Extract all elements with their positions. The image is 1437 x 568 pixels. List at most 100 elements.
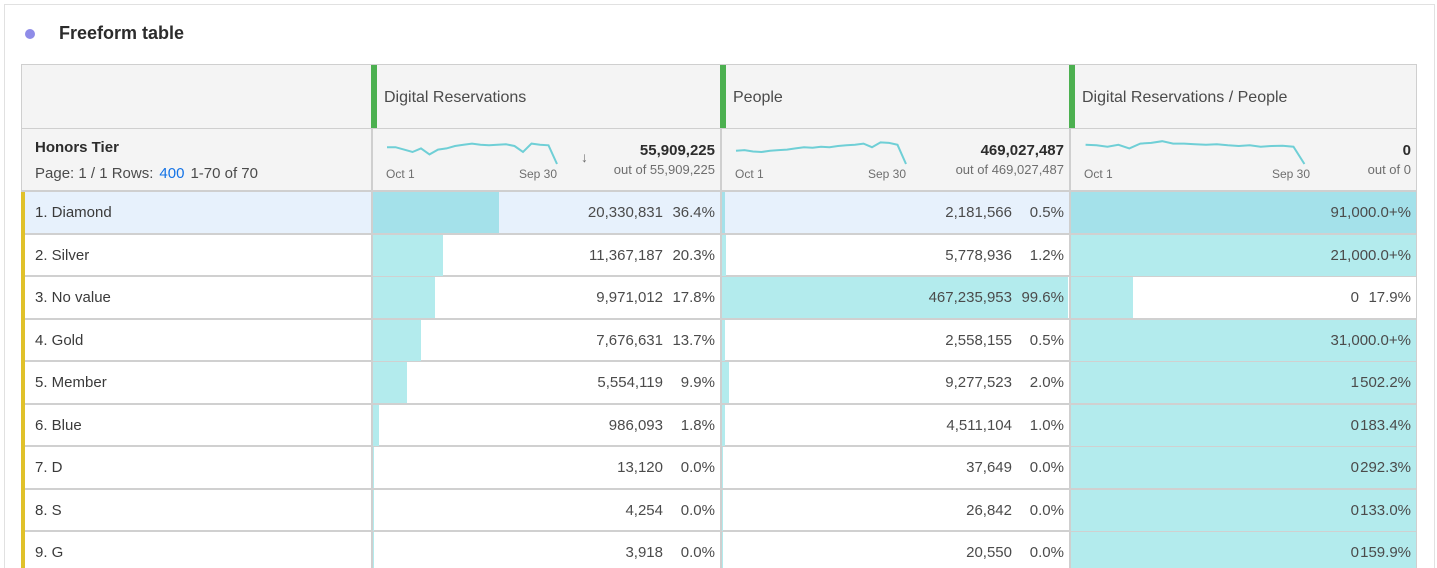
metric-number: 467,235,953 [928, 289, 1012, 306]
metric-value: 9,277,523 2.0% [945, 374, 1064, 391]
dimension-cell[interactable]: 6. Blue [22, 405, 371, 446]
metric-percent: 159.9% [1360, 544, 1411, 561]
dimension-item-label: 1. Diamond [35, 204, 112, 221]
metric-cell-digital-reservations[interactable]: 13,120 0.0% [371, 447, 720, 488]
metric-cell-people[interactable]: 9,277,523 2.0% [720, 362, 1069, 403]
metric-cell-digital-reservations[interactable]: 5,554,119 9.9% [371, 362, 720, 403]
metric-cell-people[interactable]: 5,778,936 1.2% [720, 234, 1069, 276]
percent-bar [373, 447, 374, 488]
table-row[interactable]: 5. Member 5,554,119 9.9% 9,277,523 2.0% 15… [21, 362, 1416, 405]
sparkline-start-label: Oct 1 [1084, 167, 1113, 181]
metric-number: 1 [1350, 374, 1359, 391]
metric-cell-reservations-per-people[interactable]: 0133.0% [1069, 489, 1416, 531]
metric-percent: 17.9% [1368, 289, 1411, 306]
metric-cell-reservations-per-people[interactable]: 0159.9% [1069, 532, 1416, 568]
metric-percent: 133.0% [1360, 501, 1411, 519]
metric-number: 5,778,936 [945, 246, 1012, 264]
metric-percent: 1,000.0+% [1338, 246, 1411, 264]
metric-percent: 0.0% [1029, 459, 1064, 476]
metric-cell-people[interactable]: 37,649 0.0% [720, 447, 1069, 488]
metric-number: 2,558,155 [945, 331, 1012, 349]
metric-cell-digital-reservations[interactable]: 986,093 1.8% [371, 404, 720, 446]
dimension-cell[interactable]: 4. Gold [22, 320, 371, 361]
metric-percent: 1.2% [1029, 246, 1064, 264]
table-row[interactable]: 7. D 13,120 0.0% 37,649 0.0% 0292.3% [21, 447, 1416, 490]
metric-number: 986,093 [608, 416, 663, 434]
dimension-title[interactable]: Honors Tier [35, 139, 119, 156]
table-row[interactable]: 3. No value 9,971,012 17.8% 467,235,953 99… [21, 277, 1416, 320]
metric-cell-reservations-per-people[interactable]: 0 17.9% [1069, 277, 1416, 318]
summary-row: Honors Tier Page: 1 / 1 Rows: 400 1-70 of … [22, 129, 1416, 192]
drag-handle-icon[interactable] [372, 85, 376, 107]
table-row[interactable]: 8. S 4,254 0.0% 26,842 0.0% 0133.0% [21, 489, 1416, 532]
drag-handle-icon[interactable] [1070, 85, 1074, 107]
metric-cell-digital-reservations[interactable]: 9,971,012 17.8% [371, 277, 720, 318]
dimension-item-label: 8. S [35, 501, 62, 519]
metric-cell-reservations-per-people[interactable]: 0292.3% [1069, 447, 1416, 488]
metric-cell-reservations-per-people[interactable]: 0183.4% [1069, 404, 1416, 446]
table-body: 1. Diamond 20,330,831 36.4% 2,181,566 0.5%… [21, 192, 1416, 568]
dimension-cell[interactable]: 8. S [22, 490, 371, 531]
column-total: 55,909,225 [639, 142, 715, 159]
percent-bar [722, 362, 729, 403]
metric-cell-reservations-per-people[interactable]: 21,000.0+% [1069, 234, 1416, 276]
metric-cell-people[interactable]: 467,235,953 99.6% [720, 277, 1069, 318]
drag-handle-icon[interactable] [721, 85, 725, 107]
metric-value: 26,842 0.0% [966, 502, 1064, 519]
metric-cell-people[interactable]: 4,511,104 1.0% [720, 404, 1069, 446]
sparkline-start-label: Oct 1 [386, 167, 415, 181]
metric-value: 3,918 0.0% [625, 544, 715, 561]
metric-cell-reservations-per-people[interactable]: 1502.2% [1069, 362, 1416, 403]
column-header-digital-reservations[interactable]: Digital Reservations [371, 65, 720, 128]
metric-cell-people[interactable]: 2,181,566 0.5% [720, 192, 1069, 233]
metric-percent: 0.0% [680, 501, 715, 519]
column-title: Digital Reservations [384, 89, 527, 106]
sparkline [385, 137, 559, 167]
metric-cell-digital-reservations[interactable]: 4,254 0.0% [371, 489, 720, 531]
column-header-row: Digital Reservations People Digital Rese… [22, 65, 1416, 129]
panel-title[interactable]: Freeform table [59, 23, 185, 43]
dimension-cell[interactable]: 2. Silver [22, 235, 371, 276]
sparkline [1083, 137, 1307, 167]
table-row[interactable]: 2. Silver 11,367,187 20.3% 5,778,936 1.2% … [21, 234, 1416, 277]
table-row[interactable]: 9. G 3,918 0.0% 20,550 0.0% 0159.9% [21, 532, 1416, 568]
dimension-cell[interactable]: 3. No value [22, 277, 371, 318]
metric-number: 9,277,523 [945, 374, 1012, 391]
metric-cell-digital-reservations[interactable]: 11,367,187 20.3% [371, 234, 720, 276]
metric-number: 13,120 [617, 459, 663, 476]
table-row[interactable]: 1. Diamond 20,330,831 36.4% 2,181,566 0.5%… [21, 192, 1416, 235]
metric-percent: 1.8% [680, 416, 715, 434]
percent-bar [373, 362, 408, 403]
column-header-people[interactable]: People [720, 65, 1069, 128]
summary-cell-people: Oct 1 Sep 30 469,027,487 out of 469,027,… [720, 129, 1069, 190]
metric-cell-reservations-per-people[interactable]: 31,000.0+% [1069, 319, 1416, 361]
metric-cell-people[interactable]: 20,550 0.0% [720, 532, 1069, 568]
metric-cell-digital-reservations[interactable]: 7,676,631 13.7% [371, 319, 720, 361]
metric-cell-digital-reservations[interactable]: 3,918 0.0% [371, 532, 720, 568]
dimension-item-label: 6. Blue [35, 416, 82, 434]
sort-descending-icon[interactable]: ↓ [581, 149, 588, 165]
metric-value: 91,000.0+% [1331, 204, 1412, 221]
dimension-cell[interactable]: 1. Diamond [22, 192, 371, 233]
metric-number: 26,842 [966, 501, 1012, 519]
dimension-item-label: 9. G [35, 544, 64, 561]
metric-cell-digital-reservations[interactable]: 20,330,831 36.4% [371, 192, 720, 233]
dimension-cell[interactable]: 5. Member [22, 362, 371, 403]
metric-percent: 13.7% [672, 331, 715, 349]
dimension-cell[interactable]: 9. G [22, 532, 371, 568]
dimension-item-label: 4. Gold [35, 331, 84, 349]
metric-cell-people[interactable]: 2,558,155 0.5% [720, 319, 1069, 361]
table-row[interactable]: 6. Blue 986,093 1.8% 4,511,104 1.0% 0183.4… [21, 404, 1416, 447]
metric-value: 31,000.0+% [1331, 332, 1412, 349]
rows-per-page-select[interactable]: 400 [159, 165, 185, 182]
metric-percent: 292.3% [1360, 459, 1411, 476]
percent-bar [722, 192, 725, 233]
metric-cell-people[interactable]: 26,842 0.0% [720, 489, 1069, 531]
metric-percent: 0.5% [1029, 331, 1064, 349]
metric-cell-reservations-per-people[interactable]: 91,000.0+% [1069, 192, 1416, 233]
table-row[interactable]: 4. Gold 7,676,631 13.7% 2,558,155 0.5% 31,… [21, 319, 1416, 362]
column-header-reservations-per-people[interactable]: Digital Reservations / People [1069, 65, 1416, 128]
dimension-item-label: 2. Silver [35, 246, 90, 264]
percent-bar [722, 447, 723, 488]
dimension-cell[interactable]: 7. D [22, 447, 371, 488]
